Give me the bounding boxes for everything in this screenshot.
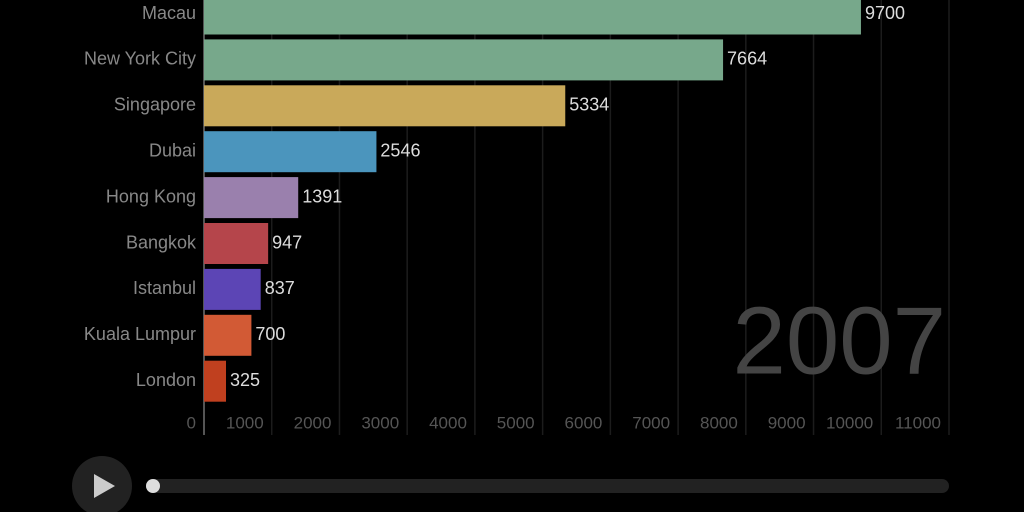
- bar: [204, 360, 227, 402]
- play-icon[interactable]: [94, 474, 115, 498]
- category-label: Bangkok: [126, 232, 197, 252]
- slider-knob[interactable]: [146, 479, 160, 493]
- bar: [204, 314, 252, 356]
- x-tick-label: 8000: [700, 413, 738, 432]
- x-tick-label: 11000: [895, 413, 941, 432]
- x-tick-label: 9000: [768, 413, 806, 432]
- year-label: 2007: [732, 287, 946, 394]
- slider-track[interactable]: [146, 479, 949, 493]
- category-label: Kuala Lumpur: [84, 324, 196, 344]
- x-tick-label: 2000: [294, 413, 332, 432]
- value-label: 700: [255, 324, 285, 344]
- bar: [204, 85, 566, 127]
- category-label: Istanbul: [133, 278, 196, 298]
- bar: [204, 0, 861, 35]
- bar: [204, 177, 299, 219]
- value-label: 2546: [380, 140, 420, 160]
- x-tick-label: 4000: [429, 413, 467, 432]
- x-tick-label: 7000: [632, 413, 670, 432]
- value-label: 325: [230, 370, 260, 390]
- category-label: Macau: [142, 3, 196, 23]
- x-tick-label: 6000: [565, 413, 603, 432]
- value-label: 1391: [302, 186, 342, 206]
- bar: [204, 223, 269, 264]
- bar: [204, 268, 261, 310]
- x-tick-label: 1000: [226, 413, 264, 432]
- category-label: New York City: [84, 49, 196, 69]
- category-label: London: [136, 370, 196, 390]
- x-tick-label: 5000: [497, 413, 535, 432]
- x-tick-label: 0: [187, 413, 196, 432]
- x-tick-label: 3000: [361, 413, 399, 432]
- value-label: 837: [265, 278, 295, 298]
- value-label: 5334: [569, 95, 609, 115]
- play-button[interactable]: [72, 456, 132, 512]
- bar: [204, 39, 724, 81]
- bar: [204, 131, 377, 173]
- value-label: 947: [272, 232, 302, 252]
- category-label: Singapore: [114, 95, 196, 115]
- category-label: Dubai: [149, 140, 196, 160]
- value-label: 7664: [727, 49, 767, 69]
- x-tick-label: 10000: [826, 413, 873, 432]
- value-label: 9700: [865, 3, 905, 23]
- category-label: Hong Kong: [106, 186, 196, 206]
